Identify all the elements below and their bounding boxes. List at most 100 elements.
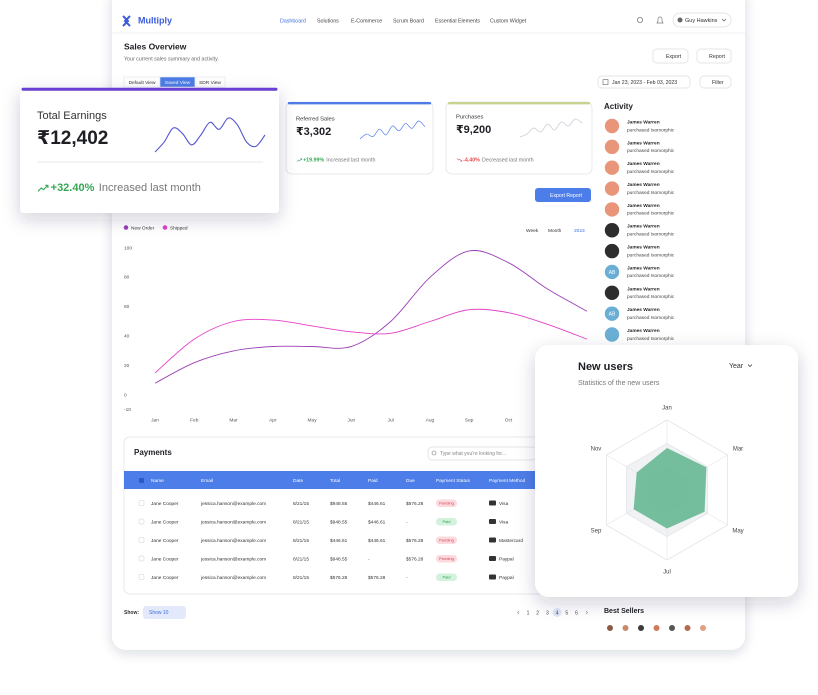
page-size-select[interactable] — [143, 606, 186, 619]
table-cell: jessica.hanson@example.com — [200, 575, 266, 581]
column-header[interactable]: Payment Method — [489, 478, 526, 484]
activity-avatar — [604, 264, 620, 280]
activity-avatar — [604, 181, 620, 196]
nav-item[interactable]: Scrum Board — [393, 18, 424, 24]
radar-label: Jul — [663, 570, 671, 576]
user-pill[interactable] — [672, 12, 732, 28]
sparkline — [359, 120, 426, 140]
activity-name: James Warren — [627, 182, 660, 188]
activity-action: purchased Isomorphic — [627, 169, 675, 175]
column-header[interactable]: Due — [406, 478, 415, 484]
header-button-label[interactable]: Export — [666, 54, 682, 60]
column-header[interactable]: Payment Status — [436, 478, 470, 484]
chevron — [747, 364, 753, 368]
card-title: Purchases — [456, 115, 483, 121]
best-sellers-title: Best Sellers — [604, 608, 644, 615]
checkbox[interactable] — [138, 574, 145, 580]
payments-title: Payments — [134, 448, 172, 457]
card-icon — [489, 500, 496, 506]
seller-avatar — [638, 625, 644, 631]
nav-item[interactable]: Dashboard — [280, 18, 306, 24]
period-toggle[interactable]: Week — [526, 228, 539, 234]
table-cell: $446.61 — [330, 538, 348, 544]
header-button[interactable] — [696, 48, 732, 64]
new-users-subtitle: Statistics of the new users — [578, 380, 660, 387]
nav-item[interactable]: Essential Elements — [435, 18, 480, 24]
date-picker[interactable] — [597, 75, 691, 89]
header-button-label[interactable]: Report — [709, 54, 725, 60]
table-cell: Jane Cooper — [151, 501, 179, 507]
export-report-label[interactable]: Export Report — [550, 193, 583, 199]
seller-avatar — [653, 625, 660, 631]
bell-icon[interactable] — [656, 16, 664, 24]
y-tick-label: 80 — [124, 275, 130, 281]
table-cell: Jane Cooper — [151, 575, 179, 581]
activity-avatar — [604, 306, 620, 321]
view-tab-label[interactable]: Default View — [129, 80, 156, 86]
period-toggle[interactable]: Month — [548, 228, 562, 234]
page-number[interactable]: 1 — [527, 610, 530, 616]
checkbox[interactable] — [138, 500, 145, 506]
table-cell: Mastercard — [499, 538, 523, 544]
filter-button[interactable] — [699, 75, 732, 89]
y-tick-label: 40 — [124, 333, 130, 339]
search-icon[interactable] — [637, 16, 644, 23]
table-cell: jessica.hanson@example.com — [200, 538, 266, 544]
seller-avatar — [607, 625, 613, 631]
page-number[interactable]: 2 — [536, 610, 539, 616]
checkbox[interactable] — [138, 537, 145, 543]
nav-item[interactable]: E-Commerce — [351, 18, 382, 24]
nav-item[interactable]: Solutions — [317, 18, 339, 24]
sparkline — [519, 118, 583, 138]
status-label: Pending — [439, 538, 454, 543]
view-tab-label[interactable]: Saved View — [165, 80, 191, 86]
view-tab[interactable] — [194, 76, 226, 88]
card-title: Total Earnings — [37, 110, 107, 122]
user-name[interactable]: Guy Hawkins — [685, 18, 718, 24]
header-button[interactable] — [652, 48, 689, 64]
card-icon — [489, 574, 496, 580]
table-cell: Paypal — [499, 575, 514, 581]
activity-name: James Warren — [627, 119, 660, 125]
column-header[interactable]: Name — [151, 478, 164, 484]
x-tick-label: Oct — [505, 417, 513, 423]
nav-item[interactable]: Custom Widget — [490, 18, 527, 24]
sparkline — [154, 117, 266, 153]
column-header[interactable]: Email — [201, 478, 213, 484]
table-cell: jessica.hanson@example.com — [200, 519, 266, 525]
column-header[interactable]: Date — [293, 478, 303, 484]
prev-arrow[interactable] — [517, 610, 520, 615]
page-number[interactable]: 5 — [565, 610, 568, 616]
page-size[interactable]: Show 10 — [149, 610, 169, 616]
x-tick-label: Mar — [229, 417, 238, 423]
checkbox[interactable] — [138, 555, 145, 562]
page-number[interactable]: 4 — [556, 610, 559, 616]
x-tick-label: Apr — [269, 417, 277, 423]
status-badge — [436, 518, 457, 526]
view-tab-label[interactable]: SDR View — [199, 80, 221, 86]
checkbox[interactable] — [138, 518, 145, 525]
table-cell: - — [406, 520, 408, 525]
table-header — [124, 471, 594, 489]
export-report-button[interactable] — [535, 188, 591, 202]
column-header[interactable]: Total — [330, 478, 340, 484]
table-cell: $576.28 — [368, 575, 386, 581]
page-number[interactable]: 3 — [546, 610, 549, 616]
activity-avatar — [604, 327, 620, 342]
page-number[interactable]: 6 — [575, 610, 578, 616]
period-select[interactable]: Year — [729, 363, 744, 370]
next-arrow[interactable] — [585, 610, 588, 615]
new-users-title: New users — [578, 361, 633, 373]
card — [20, 88, 279, 213]
column-header[interactable]: Paid — [368, 478, 378, 484]
card-change: +19.99% — [303, 157, 324, 163]
card-value: ₹3,302 — [296, 126, 331, 138]
seller-avatar — [669, 625, 675, 631]
seller-avatar — [700, 625, 706, 631]
search-placeholder[interactable]: Type what you're looking for... — [440, 451, 506, 457]
filter-label[interactable]: Filter — [712, 80, 724, 86]
card-change: +32.40% — [51, 182, 95, 194]
seller-avatar — [622, 625, 629, 631]
activity-action: purchased Isomorphic — [627, 315, 675, 321]
period-toggle[interactable]: 2023 — [574, 228, 585, 234]
